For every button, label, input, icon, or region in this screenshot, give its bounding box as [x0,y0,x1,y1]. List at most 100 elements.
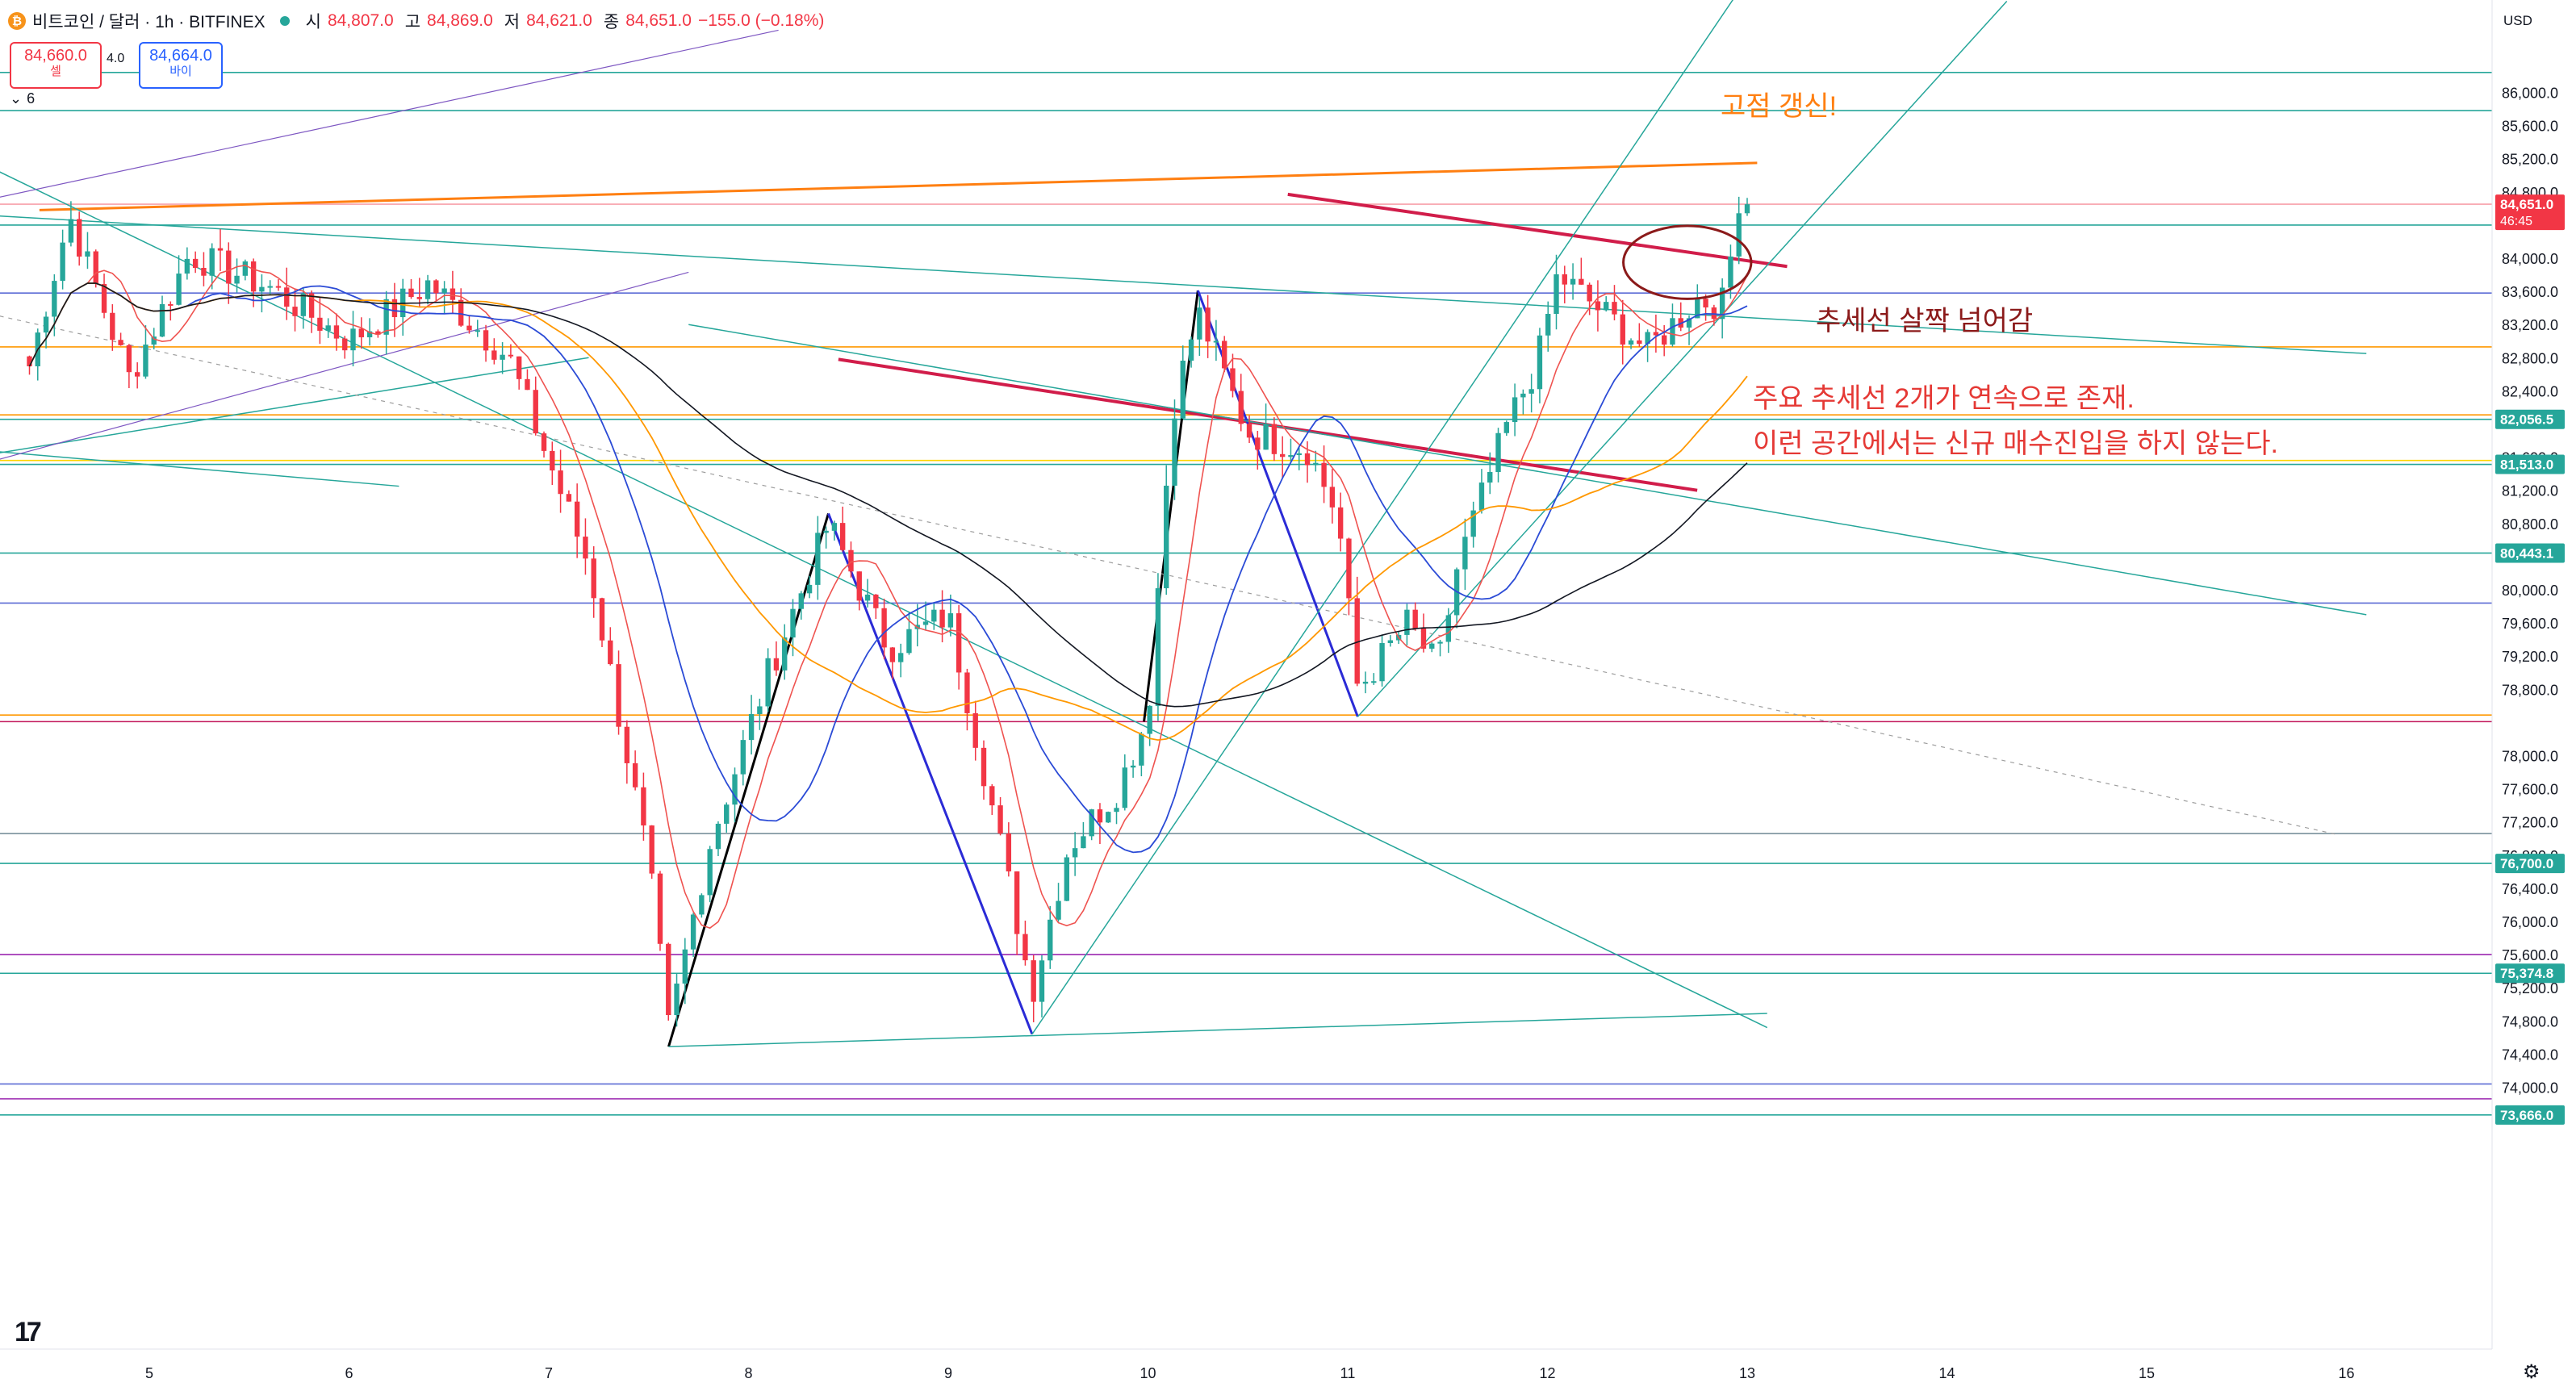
indicators-toggle[interactable]: ⌄ 6 [10,90,35,107]
candle-body [1321,462,1327,487]
candle-body [1039,960,1045,1002]
candle-body [450,288,456,300]
candle-body [1587,284,1592,302]
candle-body [1337,507,1344,539]
candle-body [657,873,663,944]
symbol-title[interactable]: 비트코인 / 달러 · 1h · BITFINEX [32,13,266,31]
candle-body [881,608,887,648]
tradingview-logo[interactable]: 17 [15,1317,42,1347]
candle-body [176,274,182,305]
y-tick-label: 81,200.0 [2502,483,2558,499]
candle-body [815,533,821,585]
trendline [688,324,2367,616]
price-tag [2495,194,2565,231]
annotation-note-line-2: 이런 공간에서는 신규 매수진입을 하지 않는다. [1753,428,2278,459]
candle-body [1122,767,1127,808]
candle-body [1197,307,1202,340]
candle-body [674,984,680,1016]
candle-body [1230,368,1236,391]
y-tick-label: 77,200.0 [2502,815,2558,831]
open-value: 84,807.0 [327,11,394,30]
candle-body [1695,299,1700,319]
candle-body [209,248,215,276]
candle-body [931,609,937,622]
y-tick-label: 80,800.0 [2502,516,2558,533]
y-tick-label: 82,400.0 [2502,383,2558,399]
candle-body [591,558,596,599]
currency-label[interactable]: USD [2503,13,2532,28]
y-tick-label: 78,800.0 [2502,682,2558,698]
sell-button[interactable]: 84,660.0 셀 [10,42,102,89]
candle-body [1064,857,1070,901]
candle-body [1445,615,1452,642]
candle-body [1437,641,1443,644]
candle-body [533,390,538,434]
candle-body [889,647,896,662]
candle-body [823,530,829,533]
buy-button[interactable]: 84,664.0 바이 [139,42,223,89]
candle-body [441,288,447,294]
candle-body [1263,424,1269,450]
candle-body [1520,393,1526,398]
candle-body [60,242,65,282]
annotation-new-high: 고점 갱신! [1721,91,1838,122]
candle-body [491,350,497,360]
candle-body [1188,339,1194,361]
candle-body [458,299,464,326]
candle-body [43,316,49,333]
candle-body [1048,919,1053,961]
candle-body [1155,588,1161,706]
candle-body [516,356,522,379]
candle-body [1429,643,1435,649]
trendline [0,357,589,453]
candle-body [226,250,232,284]
candle-body [956,613,962,673]
annotation-slight-break: 추세선 살짝 넘어감 [1816,306,2034,336]
trendline [0,215,2367,354]
y-tick-label: 84,000.0 [2502,251,2558,267]
candle-body [250,261,257,292]
trendline [1031,0,1733,1035]
sell-label: 셀 [50,65,61,78]
candle-body [308,293,315,318]
price-tag-label: 76,700.0 [2500,856,2553,871]
candle-body [475,330,480,332]
candle-body [1246,424,1252,438]
trendline [668,1013,1767,1047]
candle-body [732,774,738,805]
candle-body [1570,278,1576,285]
annotation-ellipse [1622,224,1753,300]
candle-body [1537,335,1543,390]
candle-body [1512,397,1518,423]
candle-body [1412,609,1418,629]
y-tick-label: 79,600.0 [2502,616,2558,632]
candle-body [773,658,780,671]
y-tick-label: 86,000.0 [2502,86,2558,102]
candle-body [1379,642,1385,682]
candle-body [27,356,32,366]
candle-body [1014,871,1020,934]
high-label: 고 [404,13,421,31]
x-tick-label: 15 [2139,1365,2155,1381]
candle-body [242,261,249,276]
gear-icon[interactable]: ⚙ [2523,1361,2540,1383]
candle-body [1503,422,1509,433]
candle-body [608,640,613,665]
price-tag-label: 80,443.1 [2500,545,2553,561]
candle-body [1487,471,1493,483]
candle-body [366,331,373,338]
candle-body [632,762,638,787]
sell-price: 84,660.0 [24,47,87,65]
candle-body [1545,313,1551,336]
candle-body [757,706,763,715]
candle-body [126,345,132,373]
candle-body [1703,299,1708,308]
candle-body [1106,812,1111,823]
y-tick-label: 83,600.0 [2502,284,2558,300]
indicator-count: 6 [27,90,36,107]
trendline [827,512,1034,1035]
candle-body [541,433,547,451]
plot-area [0,0,2492,1116]
